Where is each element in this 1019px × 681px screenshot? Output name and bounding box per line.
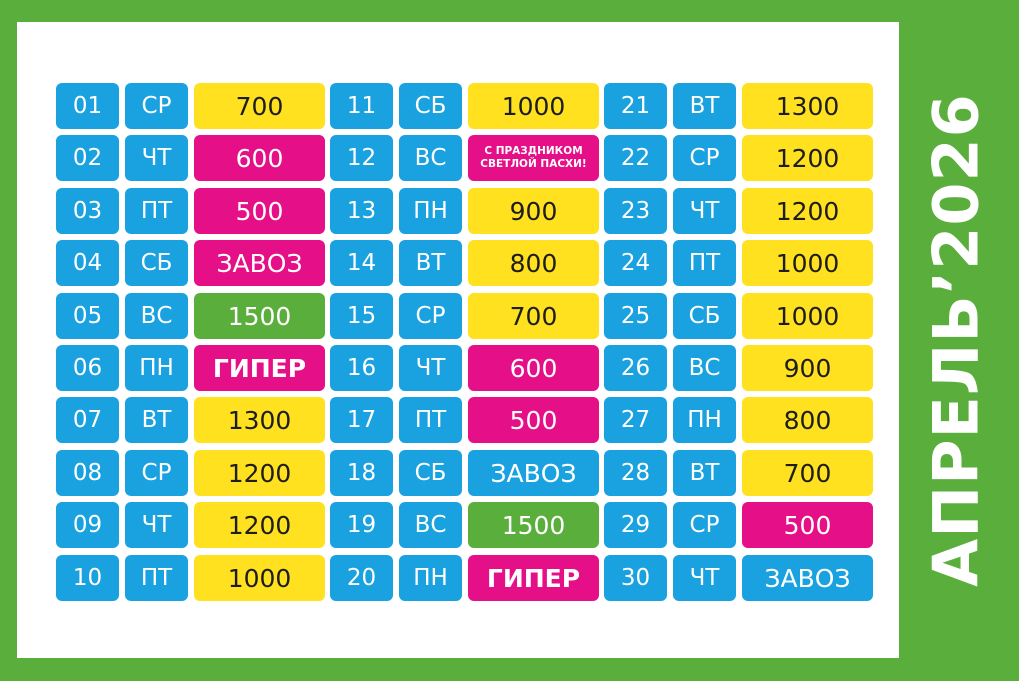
weekday-label: ВТ <box>399 240 462 286</box>
weekday-label: ВТ <box>125 397 188 443</box>
day-number: 03 <box>56 188 119 234</box>
day-value: 500 <box>468 397 599 443</box>
day-number: 28 <box>604 450 667 496</box>
day-number: 23 <box>604 188 667 234</box>
weekday-label: ВТ <box>673 83 736 129</box>
day-value: 800 <box>468 240 599 286</box>
day-value: 1500 <box>194 293 325 339</box>
month-title: АПРЕЛЬ’2026 <box>919 93 993 587</box>
day-value: 700 <box>742 450 873 496</box>
weekday-label: СБ <box>125 240 188 286</box>
day-value: ЗАВОЗ <box>742 555 873 601</box>
weekday-label: ПТ <box>673 240 736 286</box>
day-value: ЗАВОЗ <box>468 450 599 496</box>
weekday-label: ЧТ <box>125 135 188 181</box>
day-value: 1000 <box>742 240 873 286</box>
weekday-label: ВС <box>399 135 462 181</box>
day-value: 1200 <box>742 135 873 181</box>
weekday-label: ПН <box>399 555 462 601</box>
weekday-label: СБ <box>399 450 462 496</box>
day-number: 07 <box>56 397 119 443</box>
weekday-label: ПТ <box>125 555 188 601</box>
weekday-label: СР <box>673 502 736 548</box>
day-value: 700 <box>194 83 325 129</box>
weekday-label: ВС <box>399 502 462 548</box>
day-number: 19 <box>330 502 393 548</box>
weekday-label: СР <box>125 83 188 129</box>
day-number: 24 <box>604 240 667 286</box>
day-number: 15 <box>330 293 393 339</box>
day-value: ЗАВОЗ <box>194 240 325 286</box>
day-value: ГИПЕР <box>194 345 325 391</box>
day-number: 04 <box>56 240 119 286</box>
day-value: 900 <box>742 345 873 391</box>
day-number: 14 <box>330 240 393 286</box>
day-number: 16 <box>330 345 393 391</box>
day-number: 01 <box>56 83 119 129</box>
day-number: 08 <box>56 450 119 496</box>
day-number: 27 <box>604 397 667 443</box>
weekday-label: ПТ <box>399 397 462 443</box>
day-value: 1300 <box>194 397 325 443</box>
weekday-label: ЧТ <box>673 555 736 601</box>
weekday-label: ВС <box>125 293 188 339</box>
day-value: 1000 <box>468 83 599 129</box>
day-number: 13 <box>330 188 393 234</box>
weekday-label: ПТ <box>125 188 188 234</box>
day-number: 29 <box>604 502 667 548</box>
weekday-label: СБ <box>399 83 462 129</box>
day-value: 600 <box>468 345 599 391</box>
weekday-label: СР <box>673 135 736 181</box>
day-value: 600 <box>194 135 325 181</box>
day-number: 26 <box>604 345 667 391</box>
day-value: 900 <box>468 188 599 234</box>
day-number: 17 <box>330 397 393 443</box>
day-number: 12 <box>330 135 393 181</box>
weekday-label: СР <box>399 293 462 339</box>
day-number: 06 <box>56 345 119 391</box>
day-value: ГИПЕР <box>468 555 599 601</box>
day-value: 1500 <box>468 502 599 548</box>
day-value: 1200 <box>194 502 325 548</box>
day-number: 30 <box>604 555 667 601</box>
day-value: 1200 <box>194 450 325 496</box>
day-number: 05 <box>56 293 119 339</box>
day-number: 18 <box>330 450 393 496</box>
day-number: 22 <box>604 135 667 181</box>
weekday-label: ЧТ <box>125 502 188 548</box>
weekday-label: ПН <box>673 397 736 443</box>
day-number: 09 <box>56 502 119 548</box>
weekday-label: ПН <box>399 188 462 234</box>
day-number: 25 <box>604 293 667 339</box>
day-value: 1000 <box>742 293 873 339</box>
day-number: 11 <box>330 83 393 129</box>
weekday-label: ВТ <box>673 450 736 496</box>
weekday-label: СР <box>125 450 188 496</box>
weekday-label: ПН <box>125 345 188 391</box>
day-number: 02 <box>56 135 119 181</box>
day-value: 500 <box>742 502 873 548</box>
weekday-label: ЧТ <box>673 188 736 234</box>
day-number: 10 <box>56 555 119 601</box>
day-value: 500 <box>194 188 325 234</box>
day-number: 20 <box>330 555 393 601</box>
day-number: 21 <box>604 83 667 129</box>
holiday-greeting: С ПРАЗДНИКОМ СВЕТЛОЙ ПАСХИ! <box>468 135 599 181</box>
day-value: 1200 <box>742 188 873 234</box>
weekday-label: ЧТ <box>399 345 462 391</box>
day-value: 700 <box>468 293 599 339</box>
day-value: 800 <box>742 397 873 443</box>
day-value: 1300 <box>742 83 873 129</box>
day-value: 1000 <box>194 555 325 601</box>
weekday-label: СБ <box>673 293 736 339</box>
weekday-label: ВС <box>673 345 736 391</box>
